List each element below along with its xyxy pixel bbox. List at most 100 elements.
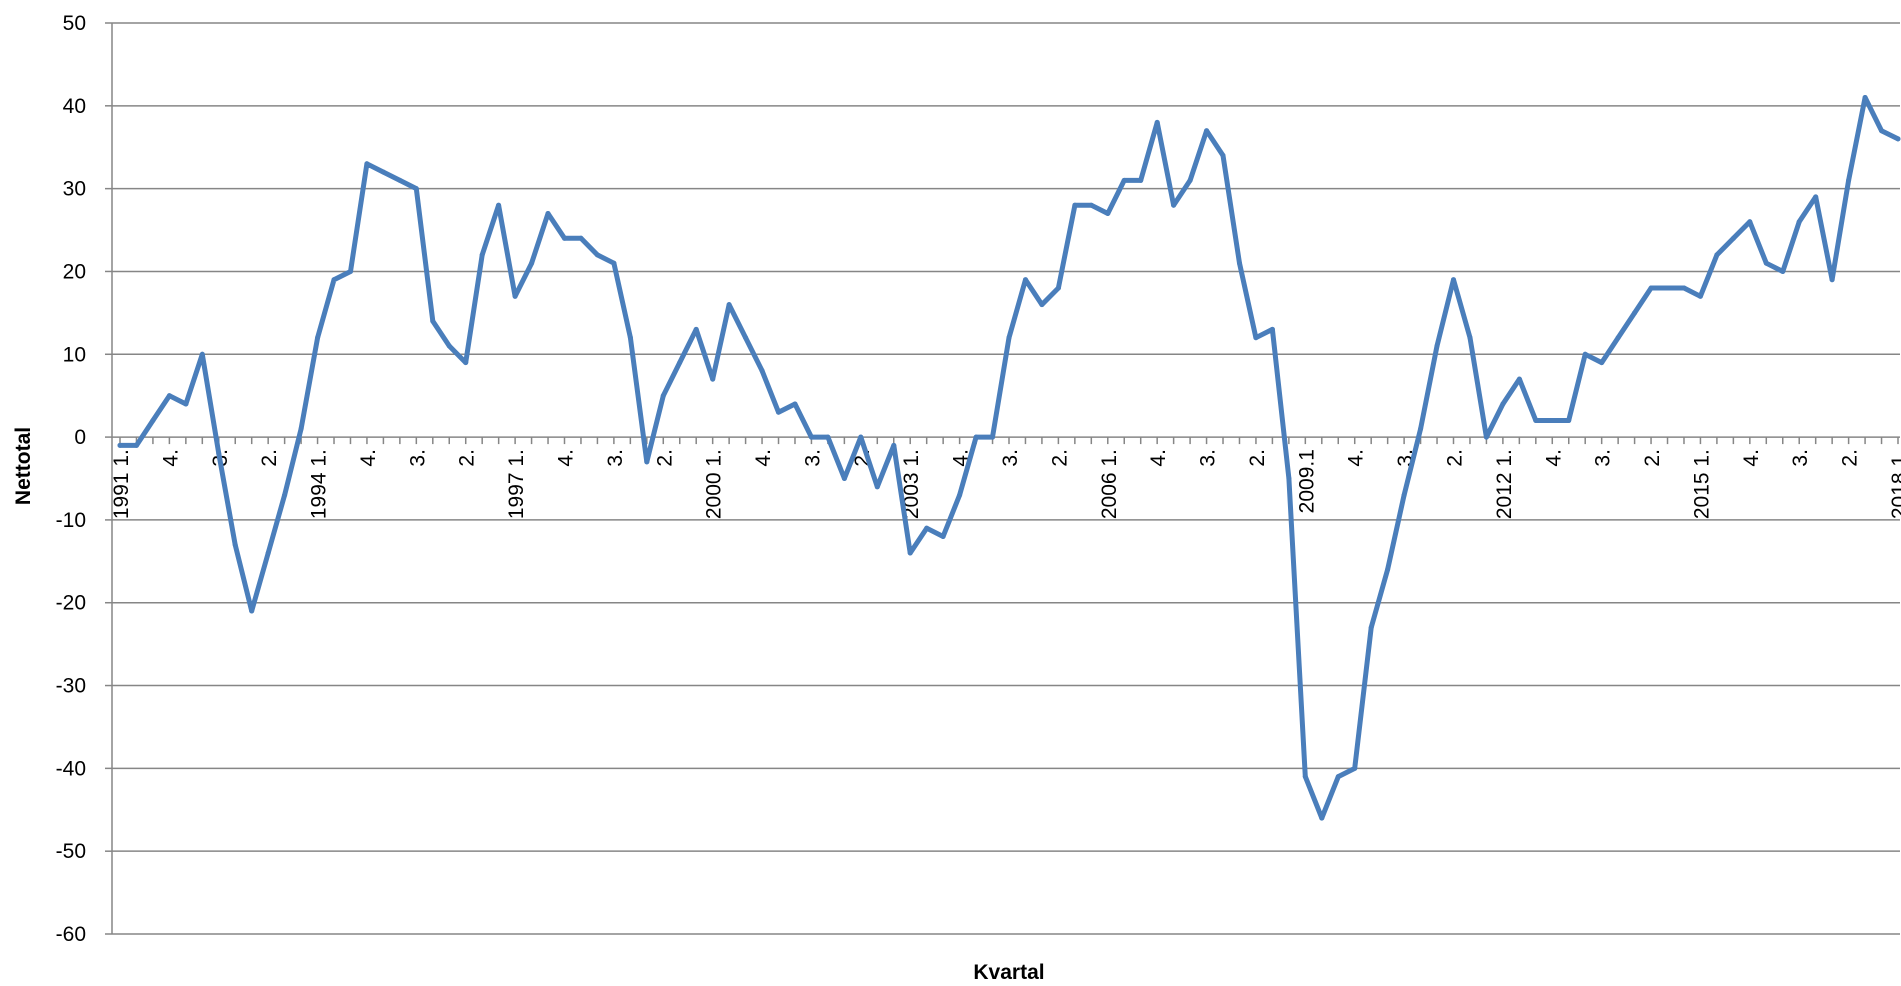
data-point [1138,177,1144,183]
data-point [594,252,600,258]
data-point [298,426,304,432]
data-point [1763,260,1769,266]
data-point [1516,376,1522,382]
x-tick-label: 3. [999,449,1022,467]
data-point [907,550,913,556]
data-point [759,368,765,374]
data-point [134,442,139,448]
x-tick-label: 4. [357,449,380,467]
data-point [891,442,897,448]
data-point [1895,136,1901,142]
data-point [1829,277,1835,283]
data-point [397,177,403,183]
data-point [825,434,831,440]
data-point [315,335,321,341]
y-tick-label: 30 [63,178,86,201]
y-tick-label: -50 [56,840,86,863]
data-point [1368,625,1374,631]
data-point [726,302,732,308]
data-point [1796,219,1802,225]
data-point [1171,202,1177,208]
x-tick-label: 4. [159,449,182,467]
data-point [430,318,436,324]
data-point [1154,119,1160,125]
data-point [1006,335,1012,341]
data-point [1483,434,1489,440]
x-tick-label: 4. [1345,449,1368,467]
data-point [1582,351,1588,357]
y-tick-label: 0 [74,426,86,449]
data-point [413,186,419,192]
y-tick-label: 10 [63,343,86,366]
data-point [380,169,386,175]
x-tick-label: 2012 1. [1493,449,1516,519]
x-tick-label: 2. [653,449,676,467]
data-point [117,442,123,448]
data-point [1648,285,1654,291]
data-point [1434,343,1440,349]
y-tick-label: 50 [63,12,86,35]
x-tick-label: 1991 1. [110,449,133,519]
x-tick-label: 4. [1147,449,1170,467]
data-point [249,608,255,614]
data-point [364,161,370,167]
x-tick-label: 4. [1740,449,1763,467]
data-point [1105,211,1111,216]
data-point [1780,269,1786,274]
data-point [1253,335,1259,341]
data-point [627,335,633,341]
data-point [1335,774,1341,780]
data-point [1237,260,1242,266]
data-point [940,534,946,539]
data-point [1023,277,1028,283]
x-tick-label: 1997 1. [505,449,528,519]
x-tick-label: 4. [752,449,775,467]
data-point [166,393,172,399]
data-point [479,252,485,258]
data-point [1302,774,1308,780]
data-point [1039,302,1045,308]
data-point [1385,567,1391,573]
x-tick-label: 2. [1839,449,1862,467]
data-point [232,542,238,548]
data-point [1352,765,1358,771]
x-tick-label: 3. [406,449,429,467]
x-tick-label: 2015 1. [1690,449,1713,519]
x-tick-label: 2. [1048,449,1071,467]
x-tick-label: 2. [1246,449,1269,467]
data-point [858,434,864,440]
data-point [644,459,650,465]
data-point [1879,128,1884,134]
data-point [446,343,452,349]
data-point [150,418,156,423]
data-point [1533,418,1539,423]
data-point [282,492,288,498]
data-point [841,476,847,481]
data-point [348,269,353,274]
data-point [1665,285,1670,291]
data-point [710,376,716,382]
data-point [693,326,699,332]
data-point [1220,153,1226,158]
data-point [265,550,271,556]
data-point [1286,476,1292,481]
data-point [331,277,337,283]
data-point [496,202,502,208]
data-point [1072,202,1078,208]
data-point [1846,177,1852,183]
data-point [1269,326,1275,332]
data-point [1121,177,1127,183]
x-tick-label: 2003 1. [900,449,923,519]
data-point [1187,177,1193,183]
x-tick-label: 2. [258,449,281,467]
y-tick-label: -40 [56,757,86,780]
data-point [973,434,979,440]
data-point [1730,235,1736,241]
data-point [1319,815,1325,821]
data-point [957,492,963,498]
y-axis-tick-labels: 50 40 30 20 10 0 -10 -20 -30 -40 -50 -60 [56,12,86,946]
data-point [776,409,781,415]
data-point [611,260,617,266]
x-tick-label: 2009.1 [1295,449,1318,513]
data-point [562,235,567,241]
